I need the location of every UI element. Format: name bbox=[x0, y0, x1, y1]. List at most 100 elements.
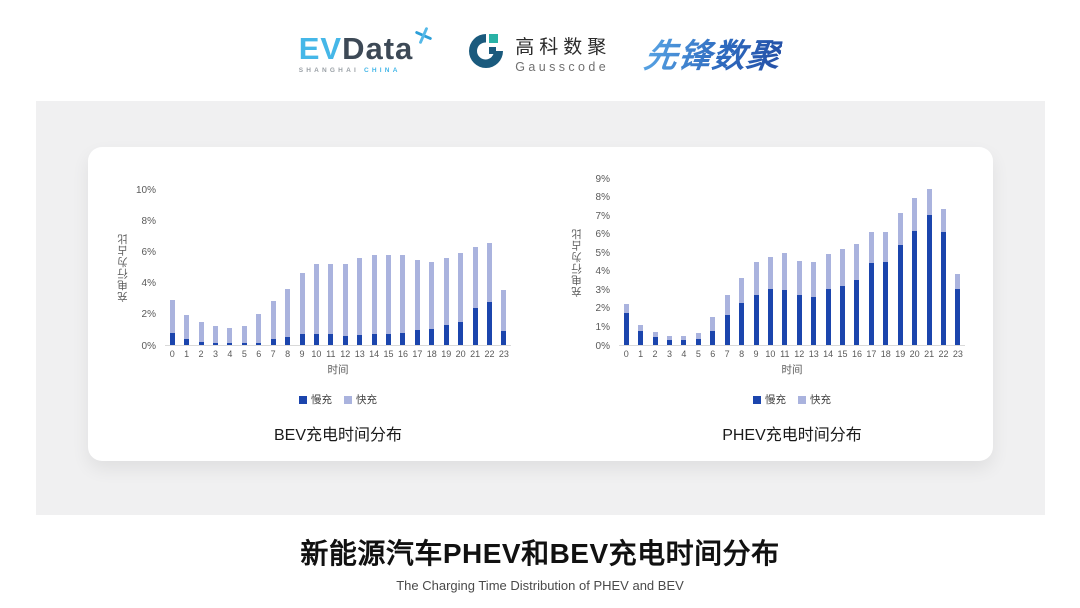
x-tick-label: 17 bbox=[866, 349, 877, 359]
bar-hour-4 bbox=[677, 335, 691, 345]
page-subtitle: The Charging Time Distribution of PHEV a… bbox=[396, 578, 684, 593]
bar-hour-6 bbox=[252, 313, 266, 345]
bar-segment-slow bbox=[241, 343, 247, 345]
x-tick-label: 1 bbox=[638, 349, 644, 359]
x-tick-label: 20 bbox=[455, 349, 466, 359]
x-tick-label: 0 bbox=[169, 349, 175, 359]
y-tick-label: 9% bbox=[595, 173, 610, 185]
bar-hour-20 bbox=[907, 198, 921, 345]
bar-segment-fast bbox=[328, 263, 334, 335]
bar-segment-slow bbox=[652, 336, 658, 345]
bar-segment-slow bbox=[854, 280, 860, 345]
bar-segment-slow bbox=[897, 244, 903, 345]
bar-hour-4 bbox=[223, 327, 237, 345]
bar-segment-slow bbox=[501, 330, 507, 345]
x-tick-label: 9 bbox=[299, 349, 305, 359]
bar-hour-21 bbox=[922, 189, 936, 345]
y-tick-label: 6% bbox=[595, 229, 610, 241]
bar-hour-3 bbox=[662, 335, 676, 345]
bar-segment-fast bbox=[443, 257, 449, 325]
bar-segment-fast bbox=[710, 317, 716, 332]
x-tick-label: 11 bbox=[326, 349, 336, 359]
slow-charge-label: 慢充 bbox=[765, 394, 786, 406]
bar-segment-slow bbox=[184, 338, 190, 345]
bar-segment-fast bbox=[400, 254, 406, 333]
gausscode-g-icon bbox=[466, 31, 506, 76]
bar-segment-fast bbox=[169, 299, 175, 333]
bar-segment-fast bbox=[940, 208, 946, 232]
bar-segment-fast bbox=[198, 321, 204, 342]
x-tick-label: 8 bbox=[739, 349, 745, 359]
evdata-data-text: Data bbox=[342, 30, 414, 66]
bar-segment-slow bbox=[328, 334, 334, 345]
bar-hour-17 bbox=[410, 260, 424, 345]
bar-hour-12 bbox=[792, 260, 806, 345]
bar-segment-slow bbox=[623, 312, 629, 345]
bar-segment-fast bbox=[897, 213, 903, 245]
bar-hour-19 bbox=[893, 213, 907, 345]
x-tick-label: 0 bbox=[623, 349, 629, 359]
bev-y-axis-label: 充电行为占比 bbox=[116, 233, 129, 302]
x-tick-label: 18 bbox=[426, 349, 437, 359]
bar-hour-14 bbox=[821, 254, 835, 345]
bev-x-axis-title: 时间 bbox=[327, 364, 349, 376]
bar-segment-slow bbox=[169, 332, 175, 345]
bar-hour-17 bbox=[864, 231, 878, 345]
charts-card: 充电行为占比 0% 2% 4% 6% 8% 10% 0 1 2 3 4 5 6 7 8 9 10 11 12 13 1… bbox=[87, 147, 993, 461]
bar-hour-9 bbox=[295, 273, 309, 345]
x-tick-label: 17 bbox=[412, 349, 423, 359]
logo-header: EV Data SHANGHAI CHINA 高科数聚 Gausscode bbox=[0, 24, 1080, 82]
bar-hour-18 bbox=[879, 231, 893, 345]
x-tick-label: 3 bbox=[212, 349, 218, 359]
bar-segment-fast bbox=[429, 262, 435, 329]
x-tick-label: 12 bbox=[340, 349, 351, 359]
bar-segment-slow bbox=[695, 339, 701, 345]
x-tick-label: 19 bbox=[441, 349, 452, 359]
bar-hour-13 bbox=[352, 257, 366, 345]
x-tick-label: 18 bbox=[880, 349, 891, 359]
bev-x-axis: 0 1 2 3 4 5 6 7 8 9 10 11 12 13 14 15 16 17 18 19 20 21 22 23 bbox=[165, 349, 511, 359]
bar-hour-8 bbox=[734, 278, 748, 345]
x-tick-label: 8 bbox=[285, 349, 291, 359]
bar-segment-slow bbox=[357, 334, 363, 345]
bar-hour-13 bbox=[806, 262, 820, 345]
bar-segment-slow bbox=[299, 334, 305, 345]
bar-segment-fast bbox=[256, 313, 262, 343]
bar-hour-9 bbox=[749, 262, 763, 345]
bev-chart-title: BEV充电时间分布 bbox=[273, 427, 403, 444]
bar-segment-fast bbox=[724, 294, 730, 316]
bar-segment-slow bbox=[198, 341, 204, 345]
x-tick-label: 10 bbox=[311, 349, 322, 359]
bar-segment-fast bbox=[811, 262, 817, 297]
bar-hour-11 bbox=[324, 263, 338, 345]
slow-charge-label: 慢充 bbox=[311, 394, 332, 406]
bar-hour-3 bbox=[208, 326, 222, 345]
x-tick-label: 14 bbox=[823, 349, 834, 359]
bar-segment-fast bbox=[623, 304, 629, 313]
bar-hour-1 bbox=[179, 315, 193, 345]
bar-segment-fast bbox=[912, 198, 918, 231]
evdata-x-star-icon bbox=[415, 26, 433, 48]
x-tick-label: 2 bbox=[198, 349, 204, 359]
y-tick-label: 5% bbox=[595, 247, 610, 259]
x-tick-label: 22 bbox=[484, 349, 495, 359]
y-tick-label: 8% bbox=[595, 192, 610, 204]
bar-segment-slow bbox=[486, 302, 492, 345]
xianfeng-shuju-logo: 先锋数聚 bbox=[642, 29, 785, 77]
bar-segment-fast bbox=[883, 231, 889, 262]
bar-segment-fast bbox=[854, 243, 860, 281]
x-tick-label: 19 bbox=[895, 349, 906, 359]
x-tick-label: 16 bbox=[397, 349, 408, 359]
x-tick-label: 15 bbox=[837, 349, 848, 359]
bar-hour-16 bbox=[396, 254, 410, 345]
x-tick-label: 11 bbox=[780, 349, 790, 359]
bar-hour-11 bbox=[778, 253, 792, 345]
bar-segment-fast bbox=[681, 335, 687, 341]
bar-segment-fast bbox=[652, 332, 658, 337]
x-tick-label: 22 bbox=[938, 349, 949, 359]
bar-hour-15 bbox=[835, 248, 849, 345]
evdata-logo: EV Data SHANGHAI CHINA bbox=[299, 26, 433, 74]
bar-hour-23 bbox=[951, 273, 965, 345]
y-tick-label: 4% bbox=[141, 278, 156, 290]
y-tick-label: 7% bbox=[595, 210, 610, 222]
